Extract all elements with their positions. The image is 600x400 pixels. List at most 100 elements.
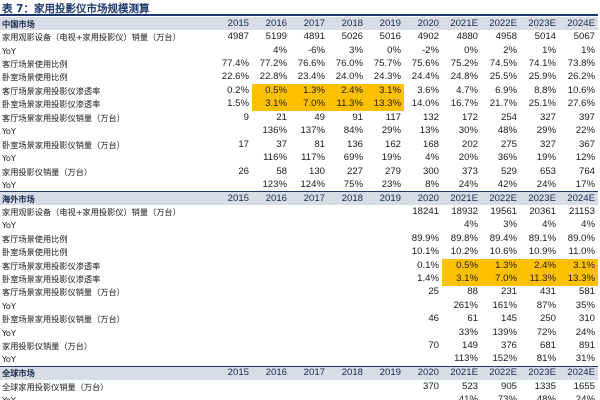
value-cell: 42% (497, 178, 517, 190)
year-header-cell: 2022E (481, 191, 520, 206)
value-cell: 0% (464, 44, 478, 56)
value-cell: 41% (442, 393, 481, 400)
value-cell: 24.0% (335, 71, 363, 83)
year-header-cell: 2023E (520, 17, 559, 31)
value-cell (366, 393, 404, 400)
value-cell: 87% (536, 299, 556, 311)
table-row: 家用投影仪销量（万台） 70 149 376 681 891 (0, 340, 598, 353)
year-header-cell: 2020 (404, 17, 442, 31)
value-cell (214, 219, 252, 232)
value-cell (290, 380, 328, 393)
value-cell (328, 219, 366, 232)
value-cell: 21 (276, 111, 287, 123)
value-cell: 4% (425, 152, 439, 164)
value-cell (252, 393, 290, 400)
value-cell (290, 340, 328, 353)
section-header-label: 海外市场 (0, 191, 214, 206)
value-cell (252, 219, 290, 232)
value-cell: 227 (346, 165, 363, 177)
highlighted-value-cell: 1.3% (290, 84, 328, 98)
value-cell: 327 (539, 138, 556, 150)
value-cell: 23% (381, 178, 401, 190)
table-row: 客厅场景家用投影仪渗透率 0.2% 0.5% 1.3% 2.4% 3.1% 3.6% 4.7%… (0, 84, 598, 98)
row-label: 全球家用投影仪销量（万台） (2, 381, 109, 392)
value-cell: 10.9% (528, 246, 556, 258)
value-cell: 25 (428, 286, 439, 298)
value-cell: 4987 (227, 31, 249, 43)
value-cell: 31% (575, 353, 595, 365)
year-header-cell: 2020 (404, 365, 442, 380)
value-cell: 5067 (573, 31, 595, 43)
value-cell: 162 (384, 138, 401, 150)
value-cell: 397 (578, 111, 595, 123)
section-header-row: 中国市场 2015 2016 2017 2018 2019 2020 2021E 2022E 20… (0, 17, 598, 31)
value-cell: 77.2% (259, 58, 287, 70)
highlighted-value-cell: 1.3% (481, 258, 520, 273)
value-cell: 8% (425, 178, 439, 190)
value-cell: 149 (461, 340, 478, 352)
table-row: 客厅场景使用比例 77.4% 77.2% 76.6% 76.0% 75.7% 75.6% 75… (0, 57, 598, 70)
value-cell: 74.5% (489, 58, 517, 70)
value-cell: 4.7% (456, 84, 478, 96)
value-cell (366, 205, 404, 218)
year-header-cell: 2015 (214, 191, 252, 206)
value-cell (366, 272, 404, 285)
market-size-table: 中国市场 2015 2016 2017 2018 2019 2020 2021E 2022E 20… (0, 17, 598, 400)
value-cell (214, 178, 252, 191)
year-header-cell: 2019 (366, 191, 404, 206)
section-header-label: 中国市场 (0, 17, 214, 31)
year-header-cell: 2021E (442, 365, 481, 380)
year-header-cell: 2018 (328, 17, 366, 31)
value-cell (252, 259, 290, 272)
value-cell: 891 (578, 340, 595, 352)
value-cell: 20361 (529, 205, 556, 217)
value-cell (328, 259, 366, 272)
value-cell: 254 (500, 111, 517, 123)
value-cell: 73% (481, 393, 520, 400)
value-cell: 13% (419, 125, 439, 137)
value-cell: 145 (500, 313, 517, 325)
value-cell (290, 299, 328, 312)
value-cell: -2% (421, 44, 439, 56)
value-cell (328, 380, 366, 393)
row-label: YoY (2, 300, 16, 311)
table-row: YoY 136% 137% 84% 29% 13% 30% 48% 29% 22% (0, 125, 598, 138)
value-cell: 168 (422, 138, 439, 150)
value-cell (366, 299, 404, 312)
table-row: 客厅场景家用投影仪销量（万台） 25 88 231 431 581 (0, 286, 598, 299)
value-cell (290, 353, 328, 366)
year-header-cell: 2021E (442, 17, 481, 31)
value-cell: 327 (539, 111, 556, 123)
value-cell: 10.6% (567, 84, 595, 96)
value-cell: 1% (542, 44, 556, 56)
highlighted-value-cell: 0.5% (442, 258, 481, 273)
row-label: 客厅场景家用投影仪渗透率 (2, 260, 101, 271)
value-cell: 19561 (490, 205, 517, 217)
value-cell: 24.8% (450, 71, 478, 83)
value-cell: 33% (458, 326, 478, 338)
value-cell (252, 245, 290, 258)
row-label: 家用投影仪销量（万台） (2, 166, 93, 177)
value-cell: 4% (542, 219, 556, 231)
value-cell: 30% (458, 125, 478, 137)
value-cell (214, 205, 252, 218)
value-cell: 1335 (534, 380, 556, 392)
value-cell (290, 326, 328, 339)
value-cell (252, 299, 290, 312)
value-cell: 89.4% (489, 232, 517, 244)
value-cell: 123% (262, 178, 287, 190)
row-label: YoY (0, 393, 214, 400)
value-cell: 29% (536, 125, 556, 137)
row-label: 客厅场景家用投影仪销量（万台） (2, 112, 125, 123)
value-cell: 431 (539, 286, 556, 298)
value-cell: 117 (385, 111, 401, 123)
table-row: YoY 116% 117% 69% 19% 4% 20% 36% 19% 12% (0, 151, 598, 164)
value-cell: 202 (461, 138, 478, 150)
value-cell: 905 (500, 380, 517, 392)
value-cell: 310 (578, 313, 595, 325)
value-cell: 124% (300, 178, 325, 190)
value-cell: 91 (352, 111, 363, 123)
highlighted-value-cell: 3.1% (366, 84, 404, 98)
year-header-cell: 2019 (366, 17, 404, 31)
value-cell (328, 245, 366, 258)
